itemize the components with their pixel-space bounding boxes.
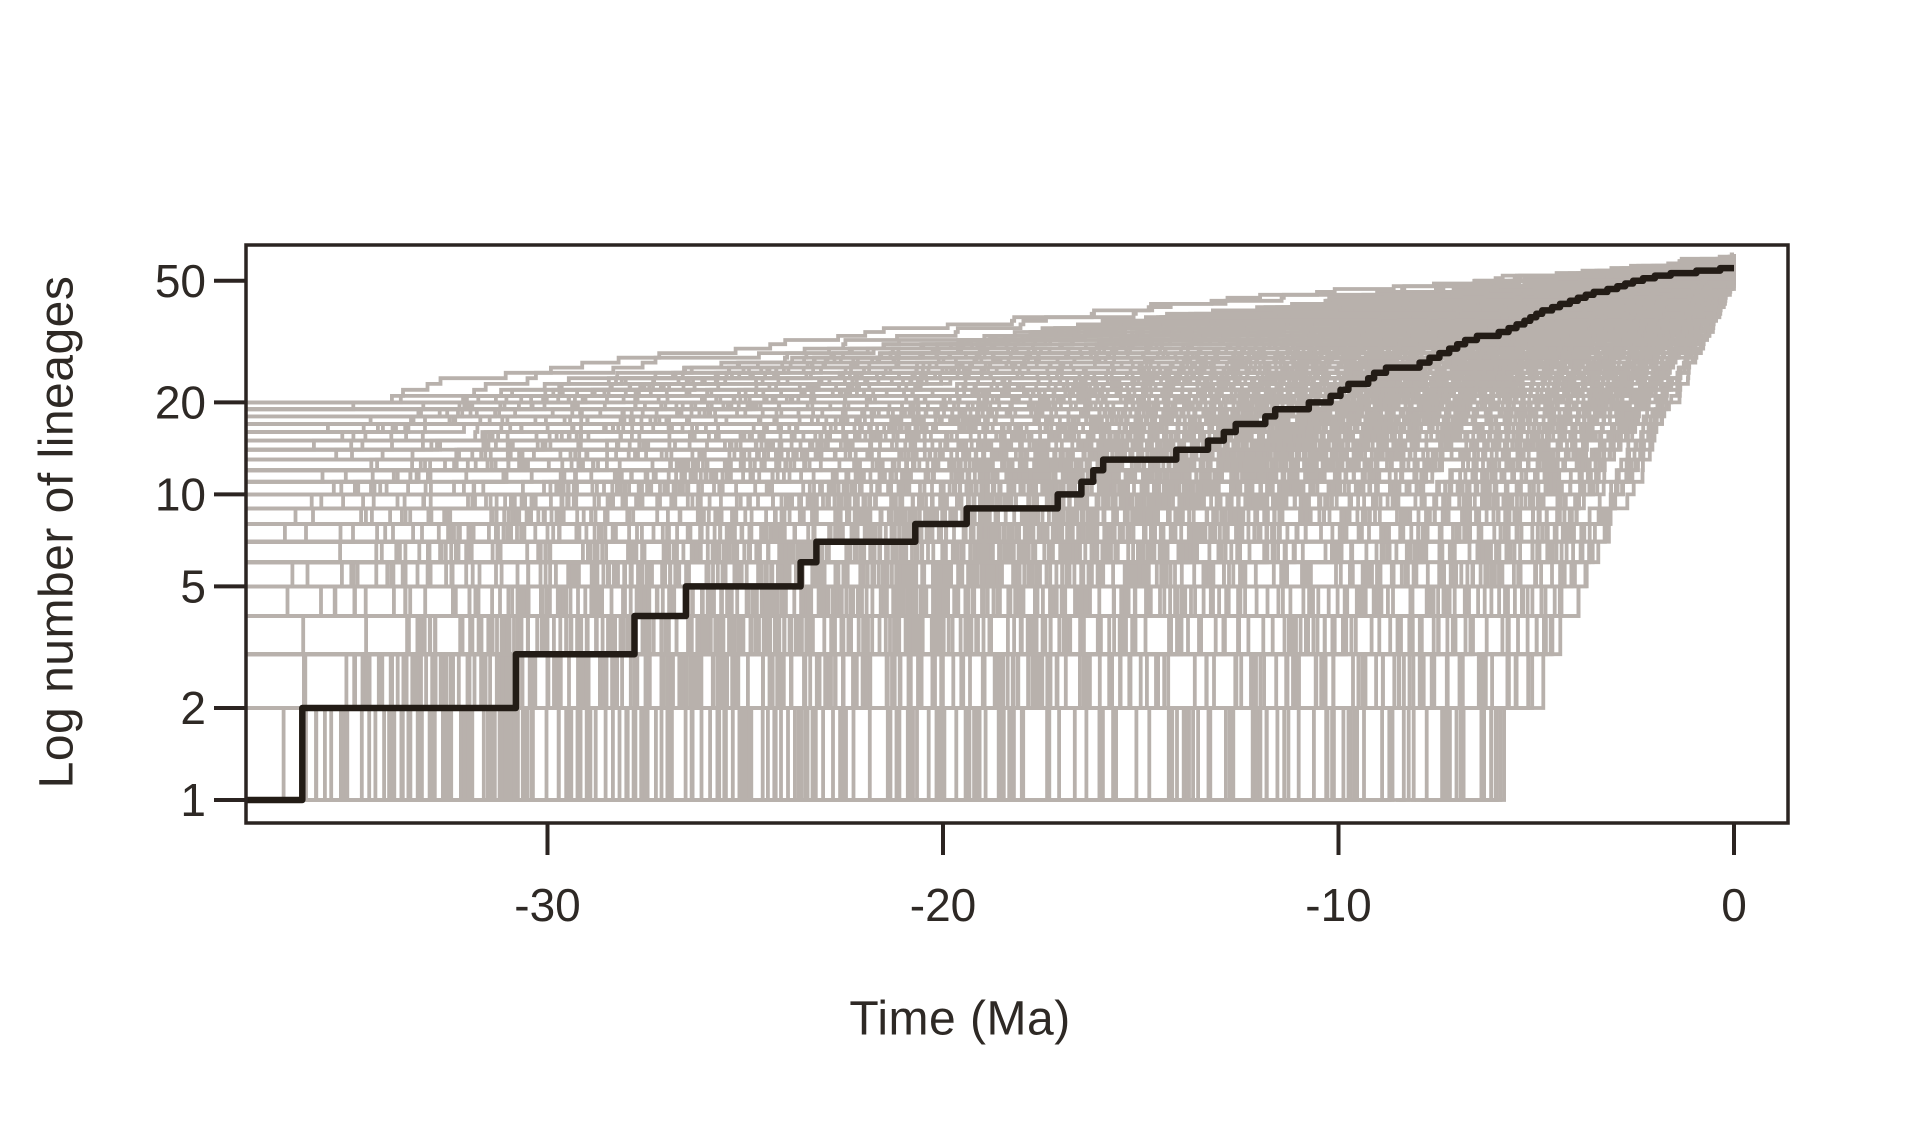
x-tick-label: -20 xyxy=(910,879,976,931)
empirical-ltt-group xyxy=(246,264,1734,804)
simulated-ltt-curve xyxy=(246,266,1734,497)
simulated-ltt-curve xyxy=(246,268,1736,618)
x-tick-label: -30 xyxy=(514,879,580,931)
y-tick-label: 2 xyxy=(180,682,206,734)
simulated-ltt-curve xyxy=(246,256,1736,484)
y-tick-label: 20 xyxy=(155,376,206,428)
simulated-ltt-curve xyxy=(832,268,1736,802)
simulated-ltt-curve xyxy=(246,268,1736,405)
simulated-ltt-curve xyxy=(246,258,1736,412)
y-tick-label: 10 xyxy=(155,468,206,520)
simulated-ltt-curve xyxy=(579,268,1736,802)
simulated-ltt-curve xyxy=(1410,273,1736,802)
y-tick-label: 5 xyxy=(180,560,206,612)
axis-tick-labels: -30 -20 -10 0 1 2 5 10 20 50 xyxy=(155,255,1747,931)
simulated-ltt-curve xyxy=(246,258,1736,405)
x-tick-label: -10 xyxy=(1305,879,1371,931)
simulated-ltt-curve xyxy=(246,261,1736,710)
plot-frame xyxy=(244,243,1790,825)
simulated-ltt-curve xyxy=(295,268,1736,802)
simulated-ltt-curve xyxy=(308,268,1736,802)
simulated-ltt-curve xyxy=(403,268,1736,802)
simulated-ltt-curve xyxy=(246,268,1736,544)
y-axis-title: Log number of lineages xyxy=(30,275,84,789)
simulated-ltt-curves-group xyxy=(246,252,1736,802)
simulated-ltt-curve xyxy=(246,256,1736,710)
x-tick-label: 0 xyxy=(1721,879,1747,931)
x-axis-title: Time (Ma) xyxy=(849,992,1071,1046)
simulated-ltt-curve xyxy=(557,268,1736,802)
y-tick-label: 1 xyxy=(180,774,206,826)
y-tick-label: 50 xyxy=(155,255,206,307)
empirical-ltt-curve xyxy=(246,264,1734,804)
axis-ticks xyxy=(214,278,1736,855)
